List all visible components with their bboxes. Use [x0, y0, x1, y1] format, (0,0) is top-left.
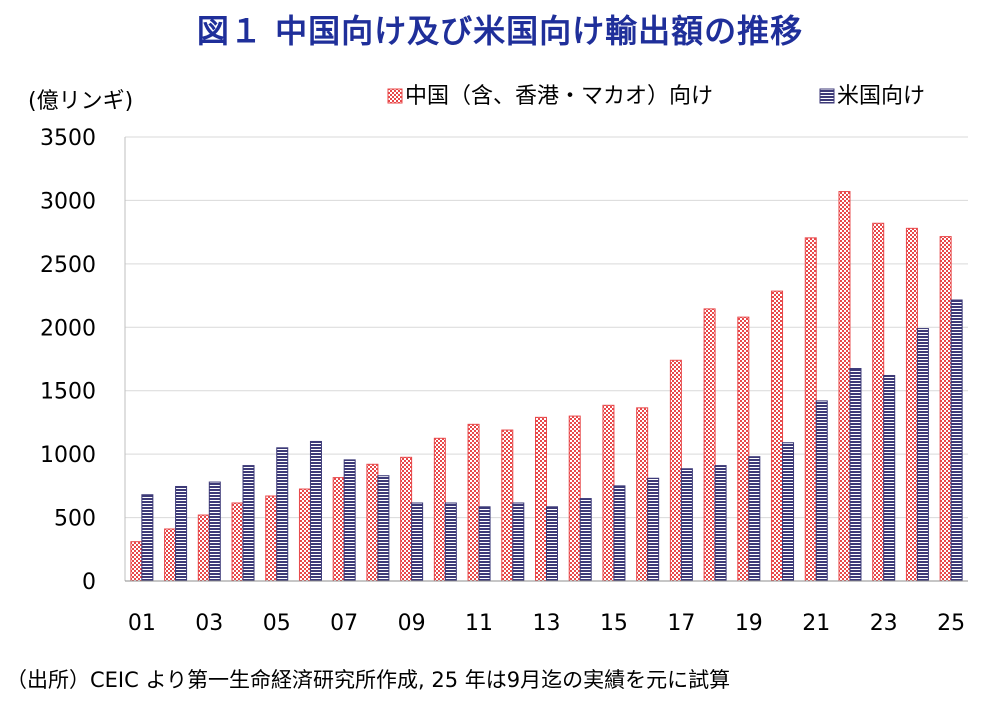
y-tick-label: 3000 [40, 189, 96, 214]
bar-china-17 [669, 359, 682, 582]
bar-us-12 [512, 502, 525, 582]
bar-china-12 [501, 429, 514, 582]
bar-china-05 [265, 495, 278, 582]
x-tick-label: 05 [263, 611, 291, 636]
bar-china-14 [568, 415, 581, 582]
bar-us-20 [782, 442, 795, 582]
x-tick-label: 11 [465, 611, 493, 636]
legend: 中国（含、香港・マカオ）向け 米国向け [387, 84, 925, 109]
bar-us-25 [950, 299, 963, 582]
y-tick-label: 500 [54, 507, 96, 532]
bar-china-01 [130, 541, 143, 582]
x-tick-label: 23 [870, 611, 898, 636]
bar-china-08 [366, 463, 379, 582]
chart-title: 図１ 中国向け及び米国向け輸出額の推移 [196, 12, 804, 50]
bar-china-09 [400, 456, 413, 582]
bar-china-25 [939, 236, 952, 582]
bar-us-03 [208, 481, 221, 582]
bar-china-15 [602, 404, 615, 582]
bar-china-22 [838, 191, 851, 582]
bar-china-03 [197, 514, 210, 582]
bar-china-06 [298, 488, 311, 582]
x-tick-label: 19 [735, 611, 763, 636]
bar-china-18 [703, 308, 716, 582]
bar-layer [130, 191, 963, 582]
bar-us-10 [444, 502, 457, 582]
bar-us-19 [748, 456, 761, 582]
bar-china-11 [467, 423, 480, 582]
bar-us-09 [411, 502, 424, 582]
axis-layer: 0 500 1000 1500 2000 2500 3000 3500 01 03 05 07 09 11… [40, 126, 968, 636]
bar-us-23 [883, 374, 896, 582]
bar-us-11 [478, 506, 491, 582]
x-tick-label: 25 [937, 611, 965, 636]
x-tick-label: 13 [533, 611, 561, 636]
y-tick-label: 2500 [40, 253, 96, 278]
bar-us-15 [613, 485, 626, 582]
legend-label-china: 中国（含、香港・マカオ）向け [405, 84, 713, 109]
x-tick-label: 01 [128, 611, 156, 636]
bar-us-17 [680, 468, 693, 582]
bar-us-08 [377, 475, 390, 582]
legend-swatch-china [387, 88, 403, 104]
bar-china-20 [771, 290, 784, 582]
bar-us-01 [141, 494, 154, 582]
bar-china-16 [636, 407, 649, 582]
bar-us-13 [546, 506, 558, 582]
y-tick-label: 1000 [40, 443, 96, 468]
y-tick-label: 1500 [40, 380, 96, 405]
legend-swatch-us [819, 88, 835, 104]
bar-china-19 [737, 316, 750, 582]
x-tick-label: 15 [600, 611, 628, 636]
y-tick-label: 0 [82, 570, 96, 595]
bar-china-21 [804, 237, 817, 582]
y-tick-label: 3500 [40, 126, 96, 151]
x-tick-label: 09 [398, 611, 426, 636]
bar-china-23 [872, 222, 885, 582]
bar-us-18 [714, 465, 727, 582]
bar-us-04 [242, 465, 255, 582]
bar-us-24 [916, 328, 929, 582]
bar-us-06 [309, 440, 322, 582]
bar-us-05 [276, 447, 289, 582]
bar-us-22 [849, 368, 862, 582]
bar-china-04 [231, 502, 244, 582]
x-tick-label: 07 [330, 611, 358, 636]
bar-china-24 [905, 227, 918, 582]
bar-china-02 [164, 528, 177, 582]
x-tick-label: 21 [802, 611, 830, 636]
y-axis-label: (億リンギ) [28, 89, 133, 114]
bar-us-14 [579, 498, 592, 582]
bar-china-13 [535, 416, 547, 582]
source-note: （出所）CEIC より第一生命経済研究所作成, 25 年は9月迄の実績を元に試算 [6, 668, 731, 692]
bar-us-21 [815, 400, 828, 582]
bar-china-07 [332, 477, 345, 582]
bar-us-02 [175, 485, 188, 582]
bar-us-16 [647, 477, 660, 582]
x-tick-label: 17 [667, 611, 695, 636]
bar-us-07 [343, 459, 356, 582]
x-tick-label: 03 [195, 611, 223, 636]
bar-china-10 [433, 437, 446, 582]
legend-label-us: 米国向け [837, 84, 925, 109]
y-tick-label: 2000 [40, 316, 96, 341]
